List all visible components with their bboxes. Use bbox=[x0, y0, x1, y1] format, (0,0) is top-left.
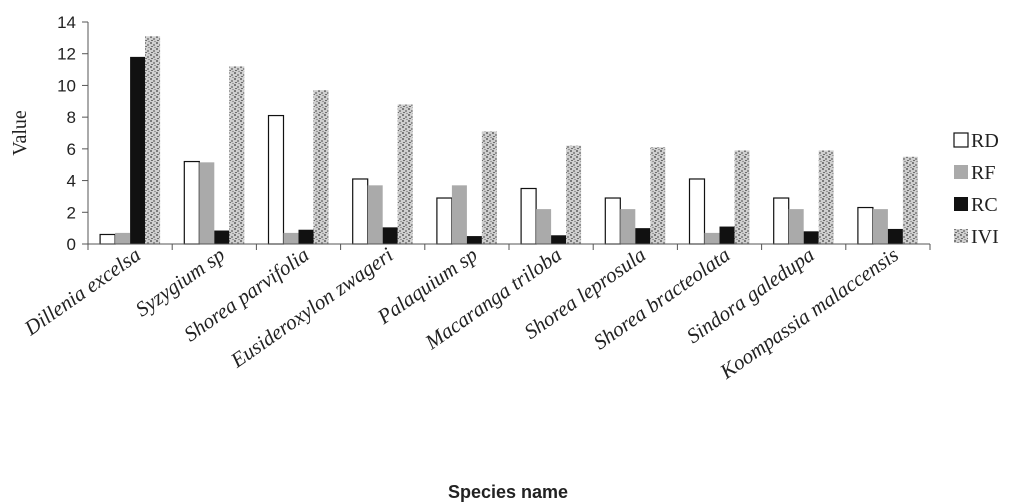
y-tick-label: 4 bbox=[67, 172, 76, 191]
bar-ivi-4 bbox=[481, 131, 497, 244]
bar-rc-0 bbox=[130, 56, 146, 245]
x-axis-title: Species name bbox=[448, 482, 568, 502]
bar-rc-3 bbox=[382, 227, 398, 244]
bar-rf-0 bbox=[115, 232, 131, 244]
bar-rf-1 bbox=[199, 162, 215, 244]
bar-rd-6 bbox=[604, 197, 621, 245]
bar-rd-8 bbox=[773, 197, 790, 245]
y-axis: 0 2 4 6 8 10 12 14 bbox=[57, 13, 89, 254]
x-category-label: Dillenia excelsa bbox=[19, 242, 145, 340]
legend-swatch-ivi bbox=[954, 229, 968, 243]
bar-ivi-6 bbox=[650, 147, 666, 244]
bar-rd-3 bbox=[352, 178, 369, 245]
x-category-label: Shorea bracteolata bbox=[589, 242, 734, 354]
bar-ivi-3 bbox=[397, 104, 413, 244]
bar-rf-5 bbox=[536, 209, 552, 244]
legend-label-rf: RF bbox=[971, 162, 995, 184]
legend: RD RF RC IVI bbox=[953, 130, 999, 248]
y-tick-label: 6 bbox=[67, 140, 76, 159]
bar-rd-4 bbox=[436, 197, 453, 245]
bar-rf-2 bbox=[283, 232, 299, 244]
bar-rd-0 bbox=[99, 233, 116, 245]
legend-label-rc: RC bbox=[971, 194, 998, 216]
bar-rd-9 bbox=[857, 206, 874, 245]
bar-rf-6 bbox=[620, 209, 636, 244]
bar-ivi-7 bbox=[734, 150, 750, 244]
y-tick-label: 0 bbox=[67, 235, 76, 254]
bar-rd-5 bbox=[520, 187, 537, 245]
bar-ivi-5 bbox=[566, 145, 582, 244]
bar-rc-9 bbox=[887, 228, 903, 244]
bar-rd-2 bbox=[267, 114, 285, 245]
bar-ivi-0 bbox=[145, 36, 161, 245]
bar-rd-1 bbox=[183, 160, 200, 245]
y-tick-label: 2 bbox=[67, 203, 76, 222]
bar-ivi-9 bbox=[902, 156, 918, 244]
bar-rc-5 bbox=[551, 235, 567, 244]
bar-ivi-8 bbox=[818, 150, 834, 244]
bar-ivi-1 bbox=[229, 66, 245, 245]
bar-rc-4 bbox=[466, 236, 482, 244]
legend-label-ivi: IVI bbox=[971, 226, 999, 248]
bar-rc-7 bbox=[719, 226, 735, 244]
y-axis-title: Value bbox=[9, 110, 31, 156]
bar-rf-4 bbox=[451, 185, 467, 244]
bar-rf-3 bbox=[367, 185, 383, 244]
legend-swatch-rf bbox=[954, 165, 968, 179]
y-tick-label: 10 bbox=[57, 76, 76, 95]
bar-rf-8 bbox=[788, 209, 804, 244]
legend-swatch-rd bbox=[953, 132, 969, 148]
x-category-label: Macaranga triloba bbox=[420, 242, 566, 354]
bar-rc-2 bbox=[298, 229, 314, 244]
bar-rd-7 bbox=[688, 178, 706, 245]
bars bbox=[99, 36, 918, 245]
bar-rc-1 bbox=[214, 230, 230, 244]
bar-ivi-2 bbox=[313, 90, 329, 244]
bar-rc-6 bbox=[635, 228, 651, 244]
y-tick-label: 12 bbox=[57, 45, 76, 64]
legend-swatch-rc bbox=[954, 197, 968, 211]
y-tick-label: 8 bbox=[67, 108, 76, 127]
bar-rc-8 bbox=[803, 231, 819, 244]
legend-label-rd: RD bbox=[971, 130, 999, 152]
bar-rf-7 bbox=[704, 232, 720, 244]
y-tick-label: 14 bbox=[57, 13, 76, 32]
bar-rf-9 bbox=[872, 209, 888, 244]
